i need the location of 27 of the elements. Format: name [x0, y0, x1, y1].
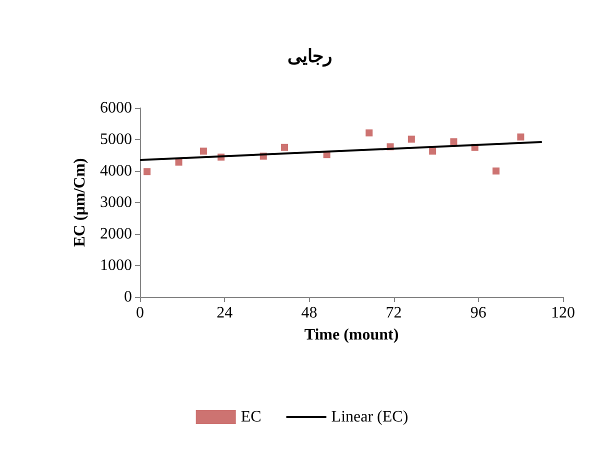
- point: [429, 148, 436, 155]
- point: [450, 138, 458, 146]
- y-tick-label: 3000: [100, 194, 132, 211]
- x-tick-label: 72: [386, 304, 402, 322]
- legend-label: EC: [240, 408, 262, 426]
- y-axis-title: EC (µm/Cm): [72, 158, 88, 247]
- y-tick-label: 0: [124, 288, 132, 306]
- x-tick-label: 0: [136, 304, 144, 322]
- y-tick-label: 2000: [100, 226, 132, 242]
- x-axis-title: Time (mount): [304, 326, 399, 344]
- y-tick-label: 6000: [100, 100, 132, 116]
- point: [492, 168, 500, 174]
- point: [281, 144, 288, 151]
- point: [144, 168, 151, 176]
- chart-title: رجایی: [288, 46, 332, 67]
- x-tick-label: 24: [216, 304, 233, 322]
- legend-label: Linear (EC): [331, 408, 408, 426]
- point: [366, 129, 373, 136]
- y-tick-label: 1000: [100, 257, 132, 274]
- x-tick-label: 96: [470, 304, 486, 322]
- x-tick-label: 120: [551, 304, 575, 322]
- y-tick-label: 4000: [100, 162, 132, 180]
- point: [200, 148, 207, 155]
- y-tick-label: 5000: [100, 131, 132, 148]
- x-tick-label: 48: [301, 304, 318, 322]
- point: [408, 136, 415, 143]
- point: [517, 133, 524, 140]
